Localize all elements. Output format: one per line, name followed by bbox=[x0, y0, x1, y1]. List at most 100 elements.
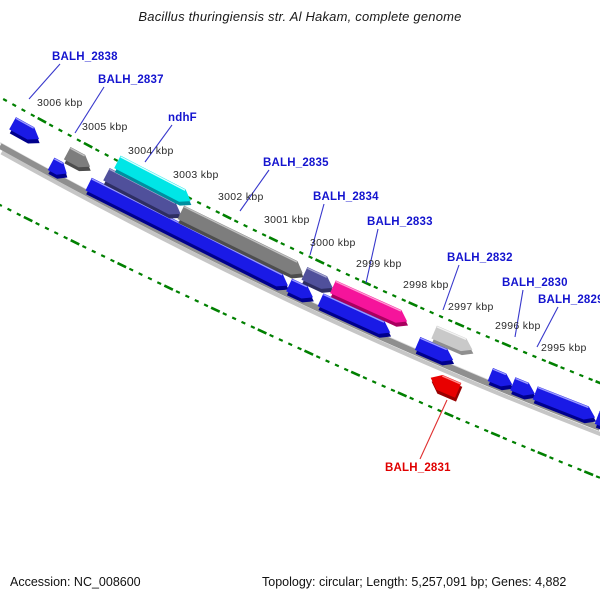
gene-label-BALH_2838[interactable]: BALH_2838 bbox=[52, 51, 118, 63]
ruler-major-tick bbox=[501, 341, 512, 348]
ruler-minor-tick bbox=[391, 294, 397, 298]
ruler-minor-tick bbox=[447, 318, 453, 323]
ruler-minor-tick bbox=[485, 334, 491, 339]
gene-arrow-BALH_2832[interactable] bbox=[430, 325, 478, 359]
ruler-major-tick bbox=[583, 470, 594, 477]
gene-arrow-highlight bbox=[183, 206, 298, 263]
leader-line-BALH_2838 bbox=[28, 63, 61, 100]
gene-label-BALH_2835[interactable]: BALH_2835 bbox=[263, 157, 329, 169]
gene-arrow-highlight bbox=[515, 377, 529, 385]
gene-arrow-body bbox=[301, 267, 333, 289]
gene-arrow-gene-h[interactable] bbox=[509, 377, 540, 403]
ruler-minor-tick bbox=[475, 330, 481, 335]
ruler-minor-tick bbox=[466, 326, 472, 331]
ruler-minor-tick bbox=[334, 363, 340, 368]
ruler-minor-tick bbox=[196, 200, 202, 205]
gene-label-BALH_2831[interactable]: BALH_2831 bbox=[385, 462, 451, 474]
gene-arrow-highlight bbox=[436, 326, 467, 340]
ruler-minor-tick bbox=[16, 212, 22, 217]
ruler-major-tick bbox=[23, 215, 33, 223]
gene-arrow-ndhF[interactable] bbox=[113, 155, 197, 211]
ruler-minor-tick bbox=[522, 350, 528, 355]
leader-line-BALH_2831 bbox=[419, 399, 448, 460]
ruler-minor-tick bbox=[465, 420, 470, 425]
ruler-label-3002: 3002 kbp bbox=[218, 191, 264, 203]
ruler-minor-tick bbox=[35, 221, 40, 226]
ruler-minor-tick bbox=[511, 440, 517, 445]
ruler-label-3004: 3004 kbp bbox=[128, 145, 174, 157]
gene-label-BALH_2829[interactable]: BALH_2829 bbox=[538, 294, 600, 306]
gene-label-BALH_2832[interactable]: BALH_2832 bbox=[447, 252, 513, 264]
ruler-minor-tick bbox=[298, 250, 304, 255]
gene-arrow-gene-g[interactable] bbox=[486, 368, 517, 394]
gene-arrow-gene-d[interactable] bbox=[285, 278, 319, 307]
ruler-minor-tick bbox=[373, 285, 379, 290]
gene-label-BALH_2830[interactable]: BALH_2830 bbox=[502, 277, 568, 289]
ruler-minor-tick bbox=[343, 367, 349, 372]
ruler-minor-tick bbox=[104, 153, 109, 157]
ruler-minor-tick bbox=[76, 138, 82, 143]
ruler-minor-tick bbox=[315, 355, 321, 359]
ruler-label-2995: 2995 kbp bbox=[541, 342, 587, 354]
ruler-major-tick bbox=[350, 370, 361, 377]
gene-arrow-highlight bbox=[307, 267, 327, 278]
ruler-minor-tick bbox=[567, 463, 573, 468]
ruler-minor-tick bbox=[409, 396, 414, 401]
ruler-minor-tick bbox=[100, 254, 106, 258]
gene-arrow-BALH_2838[interactable] bbox=[8, 117, 45, 148]
gene-arrow-highlight bbox=[492, 368, 507, 376]
ruler-minor-tick bbox=[278, 338, 284, 342]
gene-arrow-body bbox=[487, 368, 513, 387]
gene-label-BALH_2837[interactable]: BALH_2837 bbox=[98, 74, 164, 86]
ruler-minor-tick bbox=[261, 232, 267, 237]
gene-arrow-body bbox=[114, 155, 191, 202]
ruler-minor-tick bbox=[128, 267, 134, 272]
sequence-track-shadow bbox=[0, 150, 600, 437]
gene-arrow-gene-i[interactable] bbox=[531, 386, 600, 427]
ruler-minor-tick bbox=[588, 377, 593, 382]
gene-arrow-BALH_2833[interactable] bbox=[329, 280, 413, 330]
gene-arrow-gene-f[interactable] bbox=[414, 337, 459, 369]
ruler-minor-tick bbox=[67, 133, 72, 138]
gene-arrow-body bbox=[330, 280, 408, 323]
gene-label-BALH_2834[interactable]: BALH_2834 bbox=[313, 191, 379, 203]
gene-arrow-BALH_2835[interactable] bbox=[176, 205, 309, 283]
ruler-minor-tick bbox=[206, 205, 211, 210]
gene-arrow-gene-a[interactable] bbox=[46, 157, 72, 183]
ruler-minor-tick bbox=[382, 289, 388, 294]
ruler-major-tick bbox=[408, 301, 418, 308]
ruler-minor-tick bbox=[269, 333, 274, 338]
ruler-minor-tick bbox=[390, 388, 396, 393]
ruler-label-2998: 2998 kbp bbox=[403, 279, 449, 291]
ruler-minor-tick bbox=[11, 103, 17, 108]
ruler-minor-tick bbox=[44, 226, 50, 231]
ruler-major-tick bbox=[490, 431, 501, 438]
ruler-minor-tick bbox=[326, 264, 332, 268]
gene-arrow-BALH_2834[interactable] bbox=[300, 267, 338, 297]
gene-arrow-BALH_2837[interactable] bbox=[62, 147, 96, 176]
ruler-minor-tick bbox=[156, 281, 162, 285]
ruler-major-tick bbox=[548, 361, 559, 368]
ruler-major-tick bbox=[116, 261, 127, 269]
ruler-minor-tick bbox=[222, 312, 228, 316]
ruler-major-tick bbox=[83, 141, 93, 149]
ruler-major-tick bbox=[210, 306, 221, 313]
gene-label-ndhF[interactable]: ndhF bbox=[168, 112, 197, 124]
gene-label-BALH_2833[interactable]: BALH_2833 bbox=[367, 216, 433, 228]
ruler-minor-tick bbox=[21, 108, 26, 113]
leader-line-BALH_2834 bbox=[309, 203, 325, 256]
gene-arrow-BALH_2831[interactable] bbox=[426, 371, 464, 402]
gene-arrow-highlight bbox=[335, 280, 402, 312]
ruler-minor-tick bbox=[110, 258, 115, 263]
ruler-minor-tick bbox=[184, 294, 190, 299]
gene-arrow-gene-e[interactable] bbox=[316, 293, 395, 342]
ruler-minor-tick bbox=[250, 325, 256, 329]
ruler-minor-tick bbox=[437, 408, 442, 413]
gene-arrow-body bbox=[431, 325, 473, 352]
ruler-minor-tick bbox=[401, 298, 407, 302]
ruler-minor-tick bbox=[2, 98, 8, 102]
ruler-minor-tick bbox=[48, 123, 54, 128]
ruler-major-tick bbox=[397, 391, 408, 398]
ruler-minor-tick bbox=[502, 436, 508, 441]
